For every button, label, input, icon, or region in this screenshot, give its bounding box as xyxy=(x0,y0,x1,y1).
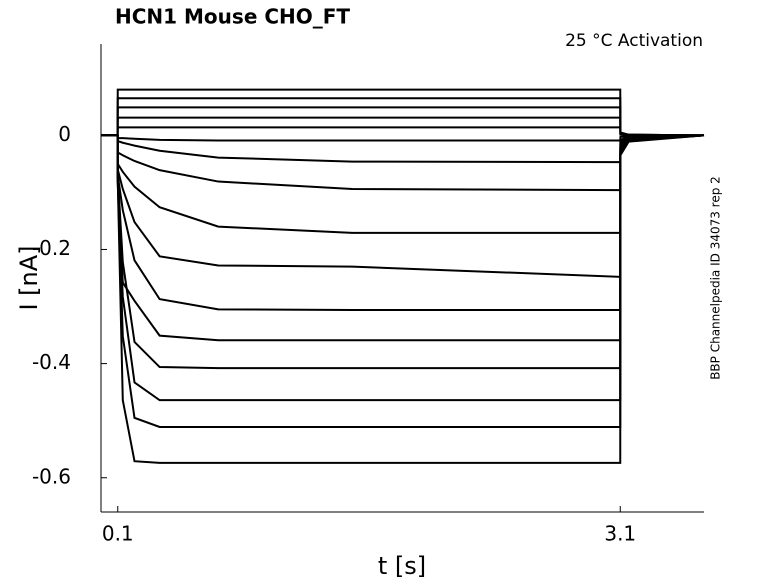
chart-title: HCN1 Mouse CHO_FT xyxy=(115,5,350,29)
side-note: BBP Channelpedia ID 34073 rep 2 xyxy=(709,176,723,380)
trace xyxy=(101,88,705,137)
trace xyxy=(101,134,705,464)
y-tick-label: -0.2 xyxy=(32,236,71,260)
y-tick-label: -0.4 xyxy=(32,350,71,374)
trace xyxy=(101,134,705,278)
trace xyxy=(101,134,705,142)
y-axis-label: I [nA] xyxy=(15,245,43,310)
y-tick-label: 0 xyxy=(58,122,71,146)
trace xyxy=(101,134,705,370)
annotation: 25 °C Activation xyxy=(565,31,703,51)
trace xyxy=(101,106,705,137)
trace xyxy=(101,134,705,428)
y-tick-label: -0.6 xyxy=(32,464,71,488)
x-tick-label: 0.1 xyxy=(102,522,134,546)
x-tick-label: 3.1 xyxy=(604,522,636,546)
x-axis-label: t [s] xyxy=(378,552,426,580)
trace xyxy=(101,134,705,234)
trace xyxy=(101,126,704,137)
